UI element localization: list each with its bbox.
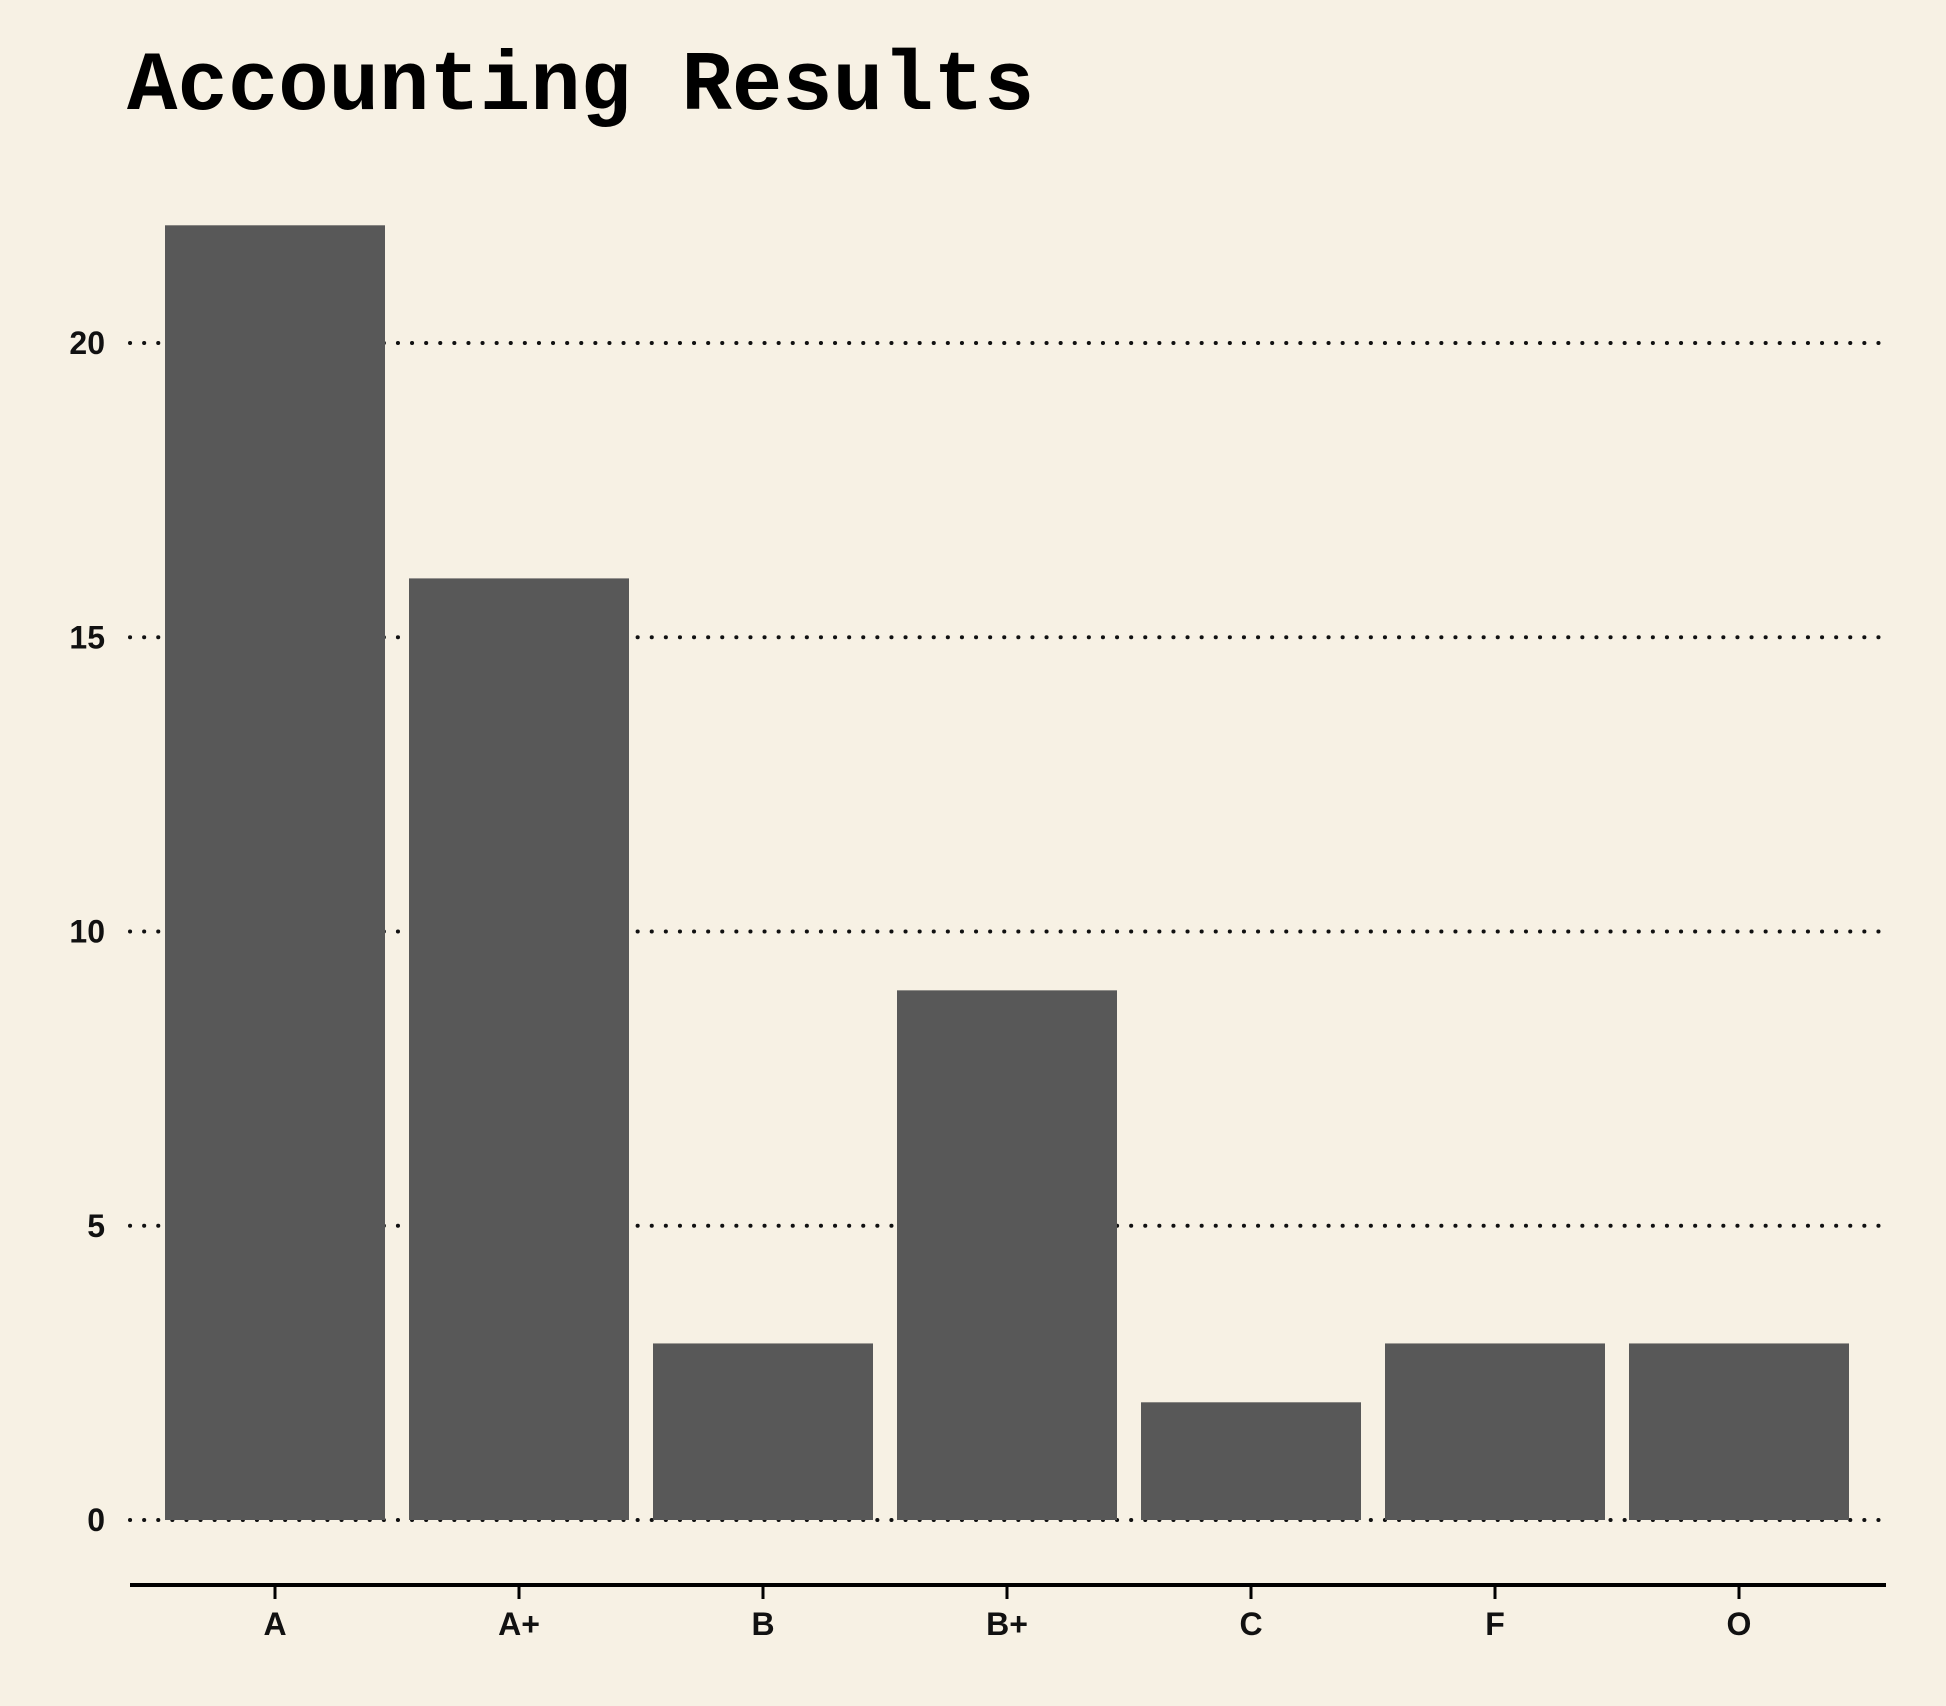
bar: [653, 1343, 873, 1520]
bar: [1141, 1402, 1361, 1520]
bar: [1629, 1343, 1849, 1520]
y-axis-ticks: 0 5 10 15 20: [69, 325, 105, 1538]
y-tick-label: 15: [69, 619, 105, 655]
x-axis: A A+ B B+ C F O: [130, 1583, 1886, 1642]
y-tick-label: 10: [69, 914, 105, 950]
x-tick-label: F: [1485, 1606, 1505, 1642]
x-tick-label: B+: [986, 1606, 1028, 1642]
y-tick-label: 5: [87, 1208, 105, 1244]
x-tick-label: B: [751, 1606, 774, 1642]
bar: [897, 990, 1117, 1520]
x-tick-label: A+: [498, 1606, 540, 1642]
x-tick-label: O: [1727, 1606, 1752, 1642]
bar: [409, 578, 629, 1520]
y-tick-label: 20: [69, 325, 105, 361]
chart-title: Accounting Results: [127, 40, 1035, 135]
x-tick-label: C: [1239, 1606, 1262, 1642]
x-tick-label: A: [263, 1606, 286, 1642]
bar: [1385, 1343, 1605, 1520]
bar: [165, 225, 385, 1520]
bars: [165, 225, 1849, 1520]
y-tick-label: 0: [87, 1502, 105, 1538]
